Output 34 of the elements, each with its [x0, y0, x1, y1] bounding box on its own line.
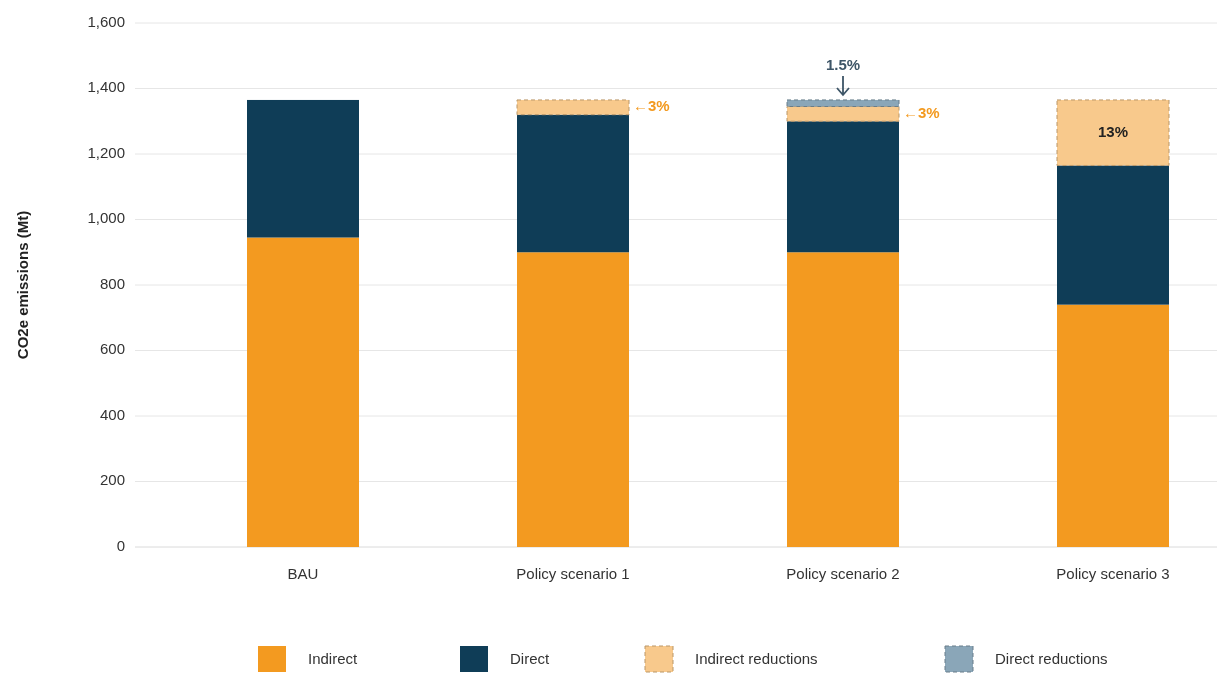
y-tick-label: 1,200 — [87, 143, 125, 161]
y-tick-label: 200 — [99, 471, 125, 489]
annotation: ←3% — [633, 97, 670, 115]
bar — [1057, 304, 1169, 547]
bar — [517, 252, 629, 547]
bar — [1056, 99, 1170, 166]
bar — [1057, 165, 1169, 305]
y-tick-label: 800 — [99, 274, 125, 292]
x-tick-label: Policy scenario 2 — [786, 565, 900, 582]
x-tick-label: Policy scenario 1 — [516, 565, 630, 582]
legend-label: Direct reductions — [995, 649, 1108, 667]
annotation: ←3% — [903, 103, 940, 121]
y-tick-label: 1,400 — [87, 78, 125, 96]
bar — [786, 106, 900, 122]
bar — [516, 99, 630, 116]
y-tick-label: 1,000 — [87, 209, 125, 227]
legend-label: Indirect reductions — [695, 649, 818, 667]
bar — [517, 114, 629, 253]
x-tick-label: BAU — [287, 565, 319, 582]
bar — [786, 99, 900, 108]
legend-label: Direct — [510, 649, 550, 667]
bar — [787, 252, 899, 547]
y-tick-label: 0 — [116, 536, 125, 554]
y-tick-label: 600 — [99, 340, 125, 358]
annotation: 1.5% — [825, 55, 861, 73]
legend-label: Indirect — [308, 649, 359, 667]
annotation: 13% — [1097, 122, 1129, 140]
y-tick-label: 400 — [99, 405, 125, 423]
bar — [247, 237, 359, 547]
x-tick-label: Policy scenario 3 — [1056, 565, 1170, 582]
bar — [787, 121, 899, 253]
y-tick-label: 1,600 — [87, 12, 125, 30]
bar — [247, 99, 359, 238]
y-axis-title: CO2e emissions (Mt) — [14, 210, 31, 360]
